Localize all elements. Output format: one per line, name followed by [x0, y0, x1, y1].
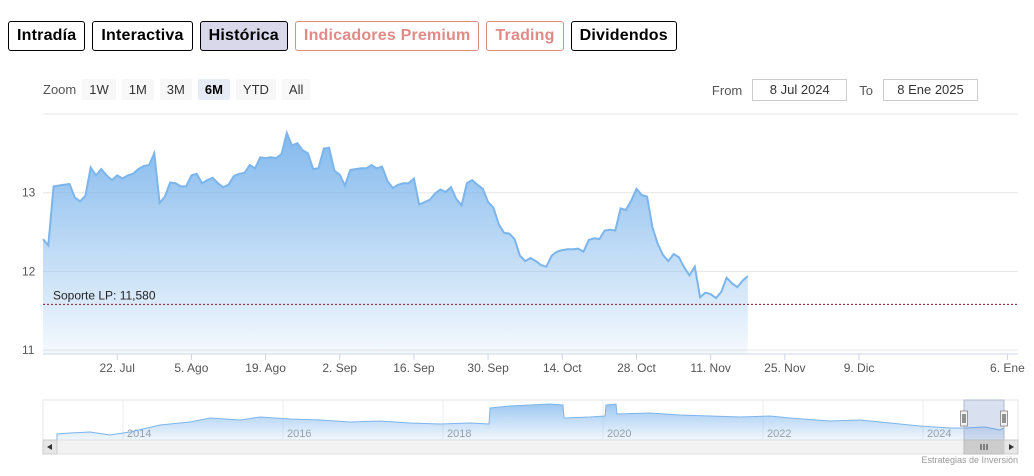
zoom-all-button[interactable]: All: [281, 79, 311, 100]
tab-trading[interactable]: Trading: [486, 21, 564, 51]
support-label: Soporte LP: 11,580: [53, 288, 156, 302]
y-tick-label: 11: [22, 343, 35, 357]
arrow-right-icon: [1009, 444, 1014, 450]
scrollbar-track[interactable]: [42, 439, 1019, 455]
zoom-1w-button[interactable]: 1W: [82, 79, 116, 100]
x-tick-label: 14. Oct: [543, 361, 582, 375]
navigator-selection[interactable]: [963, 399, 1005, 441]
to-date-input[interactable]: 8 Ene 2025: [883, 79, 978, 101]
y-tick-label: 12: [22, 264, 36, 278]
navigator: 201420162018202020222024: [42, 399, 1019, 455]
zoom-6m-button[interactable]: 6M: [197, 79, 230, 100]
navigator-handle[interactable]: [1000, 410, 1008, 427]
navigator-series: [56, 403, 1005, 441]
tab-dividendos[interactable]: Dividendos: [570, 21, 677, 51]
x-tick-label: 5. Ago: [174, 361, 208, 375]
price-line: [42, 129, 749, 300]
x-tick-label: 9. Dic: [844, 361, 875, 375]
price-area: [43, 132, 748, 354]
x-tick-label: 2. Sep: [322, 361, 357, 375]
zoom-3m-button[interactable]: 3M: [159, 79, 192, 100]
tab-historica[interactable]: Histórica: [199, 21, 288, 51]
tab-intradia[interactable]: Intradía: [8, 21, 86, 51]
plot-area: [42, 129, 749, 354]
zoom-label: Zoom: [43, 82, 77, 97]
x-tick-label: 16. Sep: [393, 361, 435, 375]
tab-indicadores-premium[interactable]: Indicadores Premium: [294, 21, 480, 51]
x-axis: 22. Jul 5. Ago 19. Ago 2. Sep 16. Sep 30. Sep…: [43, 353, 1025, 375]
x-tick-label: 30. Sep: [467, 361, 509, 375]
from-date-input[interactable]: 8 Jul 2024: [752, 79, 848, 101]
x-tick-label: 19. Ago: [245, 361, 286, 375]
navigator-handle[interactable]: [960, 410, 968, 427]
zoom-ytd-button[interactable]: YTD: [235, 79, 276, 100]
y-tick-label: 13: [22, 186, 36, 200]
date-range: From 8 Jul 2024 To 8 Ene 2025: [712, 79, 978, 101]
x-tick-label: 11. Nov: [690, 361, 730, 375]
arrow-left-icon: [47, 444, 52, 450]
credits-text: Estrategias de Inversión: [921, 455, 1018, 465]
x-tick-label: 6. Ene: [990, 361, 1025, 375]
to-label: To: [859, 82, 873, 98]
zoom-selector: Zoom 1W 1M 3M 6M YTD All: [43, 79, 316, 100]
chart-tabs: Intradía Interactiva Histórica Indicador…: [8, 21, 677, 51]
y-axis: 11 12 13: [22, 186, 36, 357]
support-annotation: Soporte LP: 11,580: [43, 288, 1018, 305]
x-tick-label: 28. Oct: [617, 361, 656, 375]
x-tick-label: 22. Jul: [100, 361, 135, 375]
from-label: From: [711, 82, 743, 98]
zoom-1m-button[interactable]: 1M: [121, 79, 154, 100]
tab-interactiva[interactable]: Interactiva: [92, 21, 193, 51]
x-tick-label: 25. Nov: [764, 361, 805, 375]
